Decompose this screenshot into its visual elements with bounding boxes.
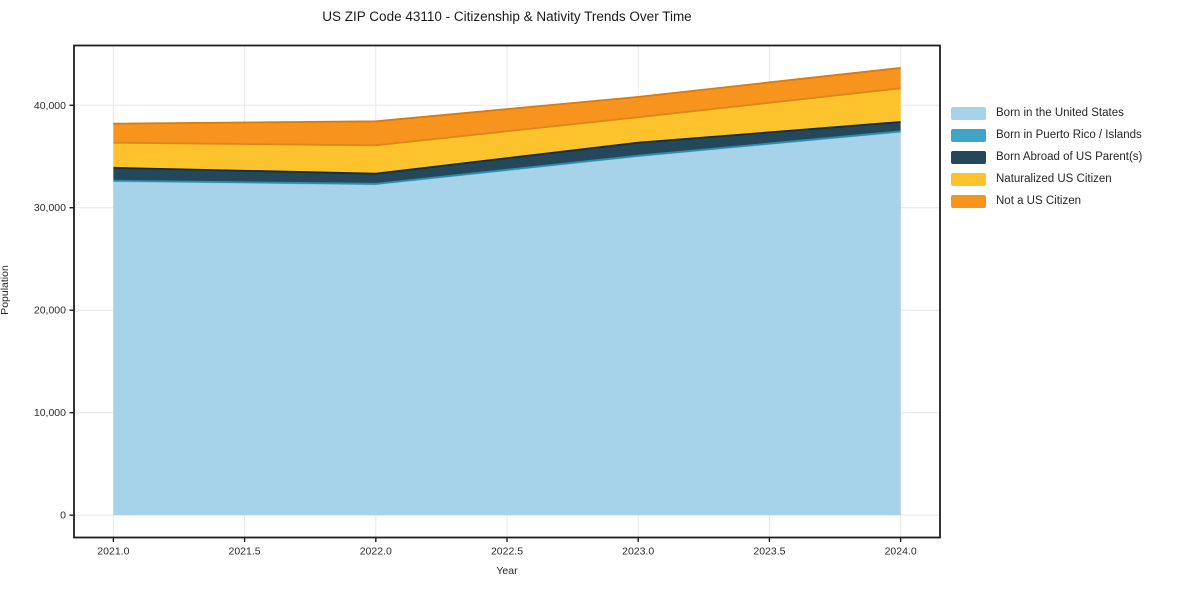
- y-tick-label: 30,000: [34, 202, 66, 214]
- y-tick-label: 40,000: [34, 100, 66, 112]
- x-axis-label: Year: [496, 565, 518, 577]
- x-tick-label: 2022.0: [360, 546, 392, 558]
- legend-label: Born in Puerto Rico / Islands: [996, 129, 1142, 141]
- legend-label: Not a US Citizen: [996, 195, 1082, 207]
- legend-label: Born in the United States: [996, 107, 1124, 119]
- area-born-in-the-united-states: [113, 131, 901, 516]
- area-born-abroad-of-us-parent-s: [113, 122, 901, 184]
- area-not-a-us-citizen: [113, 67, 901, 146]
- x-tick-label: 2022.5: [491, 546, 523, 558]
- legend-swatch: [951, 172, 986, 186]
- legend: Born in the United States Born in Puerto …: [951, 102, 1142, 212]
- legend-swatch: [951, 150, 986, 164]
- legend-item: Born Abroad of US Parent(s): [951, 146, 1142, 168]
- area-edge: [113, 121, 901, 175]
- y-tick-label: 10,000: [34, 407, 66, 419]
- legend-label: Born Abroad of US Parent(s): [996, 151, 1143, 163]
- x-tick-label: 2021.5: [229, 546, 261, 558]
- x-tick-label: 2024.0: [885, 546, 917, 558]
- y-tick-label: 20,000: [34, 305, 66, 317]
- x-tick-label: 2021.0: [97, 546, 129, 558]
- x-tick-label: 2023.5: [753, 546, 785, 558]
- x-tick-label: 2023.0: [622, 546, 654, 558]
- y-tick-label: 0: [60, 510, 66, 522]
- legend-swatch: [951, 106, 986, 120]
- area-edge: [113, 87, 901, 147]
- chart-title: US ZIP Code 43110 - Citizenship & Nativi…: [322, 9, 692, 24]
- legend-item: Not a US Citizen: [951, 190, 1142, 212]
- area-naturalized-us-citizen: [113, 88, 901, 174]
- y-axis-label: Population: [0, 265, 11, 315]
- legend-item: Born in Puerto Rico / Islands: [951, 124, 1142, 146]
- legend-swatch: [951, 194, 986, 208]
- legend-label: Naturalized US Citizen: [996, 173, 1112, 185]
- area-edge: [113, 67, 901, 125]
- legend-item: Naturalized US Citizen: [951, 168, 1142, 190]
- legend-swatch: [951, 128, 986, 142]
- legend-item: Born in the United States: [951, 102, 1142, 124]
- area-edge: [113, 130, 901, 185]
